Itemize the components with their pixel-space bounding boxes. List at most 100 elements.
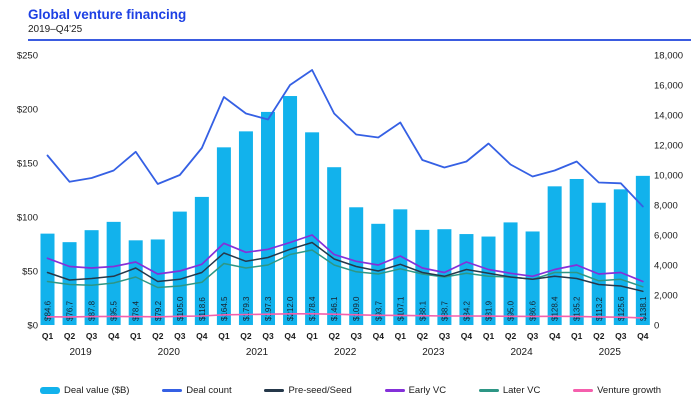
legend-item-deal-value-b-: Deal value ($B) — [40, 385, 129, 396]
quarter-label: Q3 — [527, 331, 539, 341]
deal-value-bar-label: $95.0 — [507, 301, 516, 322]
deal-value-bar-label: $113.2 — [595, 297, 604, 321]
deal-value-bar-label: $87.8 — [88, 301, 97, 322]
deal-value-bar — [261, 112, 275, 326]
deal-value-bar-label: $138.1 — [639, 296, 648, 321]
deal-value-bar — [525, 231, 540, 326]
quarter-label: Q1 — [42, 331, 54, 341]
deal-value-bar-label: $125.6 — [617, 296, 626, 321]
deal-value-bar — [415, 230, 430, 326]
deal-value-bar-label: $84.6 — [44, 301, 53, 322]
legend-item-venture-growth: Venture growth — [573, 385, 661, 396]
deal-value-bar-label: $109.0 — [352, 296, 361, 321]
left-axis-tick: $50 — [22, 267, 38, 278]
deal-value-bar — [216, 147, 231, 326]
venture-growth-line — [46, 313, 644, 319]
quarter-label: Q2 — [152, 331, 164, 341]
deal-value-bar — [172, 211, 187, 326]
quarter-label: Q1 — [395, 331, 407, 341]
right-axis-tick: 4,000 — [654, 261, 678, 272]
right-axis-tick: 14,000 — [654, 111, 683, 122]
deal-value-bar — [194, 197, 209, 326]
quarter-label: Q3 — [86, 331, 98, 341]
quarter-label: Q2 — [64, 331, 76, 341]
deal-value-bar — [547, 186, 562, 326]
deal-value-bar — [62, 242, 77, 326]
deal-value-bar-label: $88.7 — [440, 301, 449, 322]
early-vc-line — [46, 234, 644, 283]
deal-value-bar — [459, 234, 474, 326]
left-axis-tick: $200 — [17, 105, 38, 116]
later-vc-line — [46, 249, 644, 289]
deal-value-bar — [84, 230, 99, 326]
page-title: Global venture financing — [28, 7, 187, 22]
pre-seed-seed-line — [46, 241, 644, 293]
deal-value-bar-label: $95.5 — [110, 301, 119, 322]
quarter-label: Q3 — [174, 331, 186, 341]
deal-value-bar-label: $76.7 — [66, 301, 75, 322]
deal-count-line — [46, 69, 644, 208]
deal-value-bar-label: $81.9 — [485, 301, 494, 322]
deal-value-bar-label: $212.0 — [286, 296, 295, 321]
deal-value-bar-label: $118.6 — [198, 297, 207, 321]
chart-svg: $0 $50 $100 $150 $200 $250 0 2,000 4,000 6,000 8,0… — [17, 51, 683, 359]
quarter-label: Q4 — [108, 331, 120, 341]
quarter-label: Q4 — [196, 331, 208, 341]
legend-swatch — [162, 389, 183, 392]
right-axis-tick: 10,000 — [654, 171, 683, 182]
deal-value-bar-label: $79.2 — [154, 301, 163, 322]
legend-swatch — [264, 389, 285, 392]
legend-label: Pre-seed/Seed — [288, 385, 352, 397]
deal-value-bar — [40, 233, 55, 326]
quarter-label: Q2 — [328, 331, 340, 341]
quarter-label: Q3 — [351, 331, 363, 341]
right-axis-tick: 2,000 — [654, 291, 678, 302]
year-label: 2022 — [334, 347, 357, 358]
deal-value-bar-label: $86.6 — [529, 301, 538, 322]
quarter-label: Q4 — [637, 331, 649, 341]
quarter-label: Q2 — [505, 331, 517, 341]
quarter-label: Q2 — [240, 331, 252, 341]
quarter-label: Q1 — [483, 331, 495, 341]
quarter-label: Q4 — [284, 331, 296, 341]
page-subtitle: 2019–Q4'25 — [28, 24, 83, 36]
deal-value-bar — [327, 167, 342, 326]
right-axis-tick: 16,000 — [654, 81, 683, 92]
right-axis-tick: 18,000 — [654, 51, 683, 62]
deal-value-bar-label: $197.3 — [264, 296, 273, 321]
deal-value-bar-label: $78.4 — [132, 301, 141, 322]
deal-value-bar — [283, 96, 298, 326]
quarter-label: Q2 — [417, 331, 429, 341]
quarter-label: Q4 — [461, 331, 473, 341]
chart-legend: Deal value ($B) Deal count Pre-seed/Seed Ea… — [0, 385, 699, 396]
deal-value-bar-label: $84.2 — [462, 301, 471, 322]
legend-item-early-vc: Early VC — [384, 385, 447, 397]
right-axis-tick: 6,000 — [654, 231, 678, 242]
legend-label: Deal value ($B) — [64, 385, 130, 397]
deal-value-bar-label: $105.0 — [176, 296, 185, 321]
right-axis-tick: 0 — [654, 321, 659, 332]
left-axis-tick: $150 — [17, 159, 38, 170]
quarter-label: Q1 — [130, 331, 142, 341]
deal-value-bar — [238, 131, 253, 326]
legend-item-pre-seed-seed: Pre-seed/Seed — [264, 385, 352, 397]
year-label: 2023 — [422, 347, 445, 358]
deal-value-bar — [128, 240, 143, 326]
deal-value-bar-label: $179.3 — [242, 296, 251, 321]
deal-value-bar-label: $178.4 — [308, 296, 317, 321]
year-label: 2024 — [510, 347, 533, 358]
legend-swatch — [573, 389, 594, 392]
legend-item-later-vc: Later VC — [478, 385, 540, 396]
deal-value-bar — [569, 179, 584, 326]
legend-label: Early VC — [408, 385, 447, 397]
deal-value-bar-label: $146.1 — [330, 296, 339, 321]
quarter-label: Q3 — [262, 331, 274, 341]
deal-value-bar-label: $88.1 — [418, 301, 427, 322]
left-axis-tick: $0 — [27, 321, 38, 332]
legend-swatch — [384, 389, 405, 392]
quarter-label: Q4 — [373, 331, 385, 341]
legend-item-deal-count: Deal count — [162, 385, 232, 396]
quarter-label: Q2 — [593, 331, 605, 341]
quarter-label: Q1 — [306, 331, 318, 341]
